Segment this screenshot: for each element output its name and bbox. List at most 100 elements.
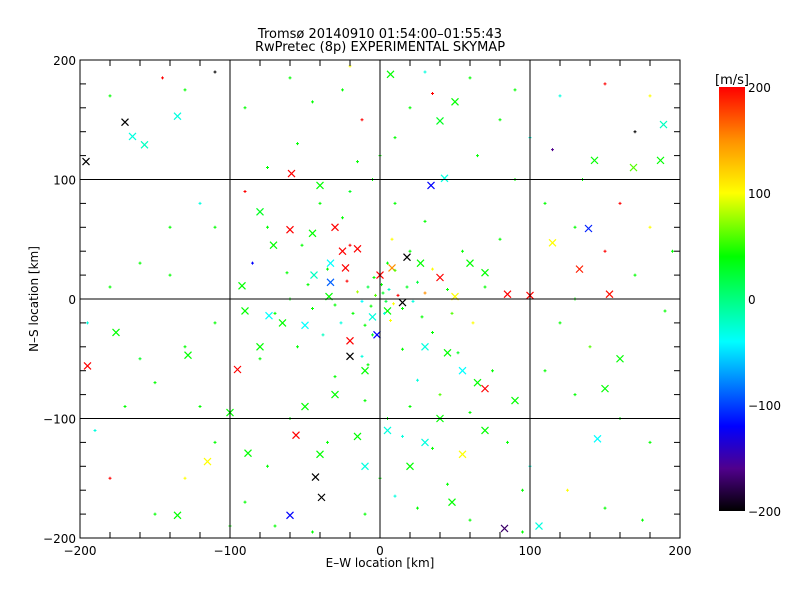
cross-marker bbox=[256, 342, 264, 351]
dot-marker bbox=[558, 94, 562, 98]
cross-marker bbox=[311, 473, 320, 481]
chart-title: Tromsø 20140910 01:54:00–01:55:43 bbox=[257, 27, 502, 42]
cross-marker bbox=[458, 366, 467, 375]
dot-marker bbox=[93, 428, 97, 432]
dot-marker bbox=[588, 345, 592, 349]
cross-marker bbox=[326, 278, 335, 287]
dot-marker bbox=[573, 393, 577, 397]
cross-marker bbox=[173, 112, 182, 121]
y-tick-label: −200 bbox=[43, 532, 76, 546]
cross-marker bbox=[256, 207, 264, 216]
dot-marker bbox=[408, 405, 412, 409]
cross-marker bbox=[605, 290, 614, 299]
dot-marker bbox=[461, 249, 464, 253]
dot-marker bbox=[300, 243, 304, 247]
cross-marker bbox=[83, 361, 92, 370]
colorbar bbox=[719, 87, 745, 511]
cross-marker bbox=[287, 169, 296, 178]
cross-marker bbox=[406, 462, 414, 471]
cross-marker bbox=[292, 431, 300, 440]
cross-marker bbox=[301, 402, 309, 411]
dot-marker bbox=[168, 225, 172, 229]
cross-marker bbox=[301, 321, 309, 330]
dot-marker bbox=[648, 225, 652, 229]
cross-marker bbox=[128, 132, 137, 141]
cross-marker bbox=[403, 253, 411, 262]
dot-marker bbox=[423, 219, 427, 223]
cross-marker bbox=[140, 140, 149, 149]
dot-marker bbox=[506, 440, 509, 444]
dot-marker bbox=[498, 118, 502, 122]
cross-marker bbox=[481, 384, 489, 393]
grid-lines bbox=[80, 60, 680, 538]
dot-marker bbox=[671, 249, 674, 253]
dot-marker bbox=[387, 287, 391, 291]
x-axis-label: E–W location [km] bbox=[326, 556, 435, 570]
dot-marker bbox=[348, 189, 352, 193]
dot-marker bbox=[339, 321, 343, 325]
dot-marker bbox=[341, 216, 344, 220]
dot-marker bbox=[213, 70, 217, 74]
cross-marker bbox=[440, 174, 449, 183]
dot-marker bbox=[393, 201, 397, 205]
cross-marker bbox=[659, 120, 668, 129]
cross-marker bbox=[346, 352, 354, 361]
cross-marker bbox=[503, 290, 512, 299]
x-tick-label: 100 bbox=[519, 544, 542, 558]
cross-marker bbox=[368, 313, 377, 321]
dot-marker bbox=[356, 290, 359, 294]
dot-marker bbox=[243, 106, 247, 110]
x-tick-label: −100 bbox=[214, 544, 247, 558]
dot-marker bbox=[183, 345, 187, 349]
y-tick-label: 0 bbox=[68, 293, 76, 307]
dot-marker bbox=[366, 363, 370, 367]
y-axis-label: N–S location [km] bbox=[27, 246, 41, 352]
dot-marker bbox=[641, 518, 644, 522]
dot-marker bbox=[285, 271, 289, 275]
cross-marker bbox=[286, 225, 294, 234]
dot-marker bbox=[386, 261, 389, 265]
cross-marker bbox=[346, 336, 354, 345]
colorbar-tick-labels: 200 100 0 −100 −200 bbox=[748, 81, 781, 519]
dot-marker bbox=[543, 201, 547, 205]
dot-marker bbox=[521, 488, 524, 492]
dot-marker bbox=[663, 309, 667, 313]
dot-marker bbox=[363, 512, 367, 516]
cross-marker bbox=[481, 426, 489, 435]
cross-marker bbox=[436, 117, 444, 125]
dot-marker bbox=[213, 225, 217, 229]
dot-marker bbox=[603, 82, 607, 86]
dot-marker bbox=[213, 440, 217, 444]
dot-marker bbox=[633, 273, 637, 277]
cross-marker bbox=[310, 271, 318, 280]
dot-marker bbox=[431, 330, 434, 334]
cross-marker bbox=[241, 307, 249, 315]
x-tick-labels: −200 −100 0 100 200 bbox=[64, 544, 692, 558]
cross-marker bbox=[593, 434, 602, 443]
cross-marker bbox=[316, 181, 324, 190]
dot-marker bbox=[86, 321, 89, 325]
dot-marker bbox=[138, 357, 142, 361]
cross-marker bbox=[535, 522, 543, 530]
cross-marker bbox=[383, 426, 392, 435]
cross-marker bbox=[427, 181, 435, 190]
cross-marker bbox=[500, 524, 509, 533]
cross-marker bbox=[361, 462, 369, 471]
dot-marker bbox=[168, 273, 172, 277]
dot-marker bbox=[374, 293, 377, 297]
cross-marker bbox=[331, 390, 339, 399]
cross-marker bbox=[398, 298, 407, 307]
colorbar-tick-label: 0 bbox=[748, 293, 756, 307]
dot-marker bbox=[566, 488, 569, 492]
dot-marker bbox=[603, 249, 607, 253]
dot-marker bbox=[468, 76, 472, 80]
dot-marker bbox=[183, 88, 187, 92]
dot-marker bbox=[183, 476, 187, 480]
colorbar-label: [m/s] bbox=[715, 73, 749, 88]
dot-marker bbox=[416, 506, 419, 510]
dot-marker bbox=[393, 136, 397, 140]
dot-marker bbox=[251, 261, 254, 265]
dot-marker bbox=[198, 405, 202, 409]
dot-marker bbox=[416, 378, 419, 382]
dot-marker bbox=[381, 291, 385, 295]
